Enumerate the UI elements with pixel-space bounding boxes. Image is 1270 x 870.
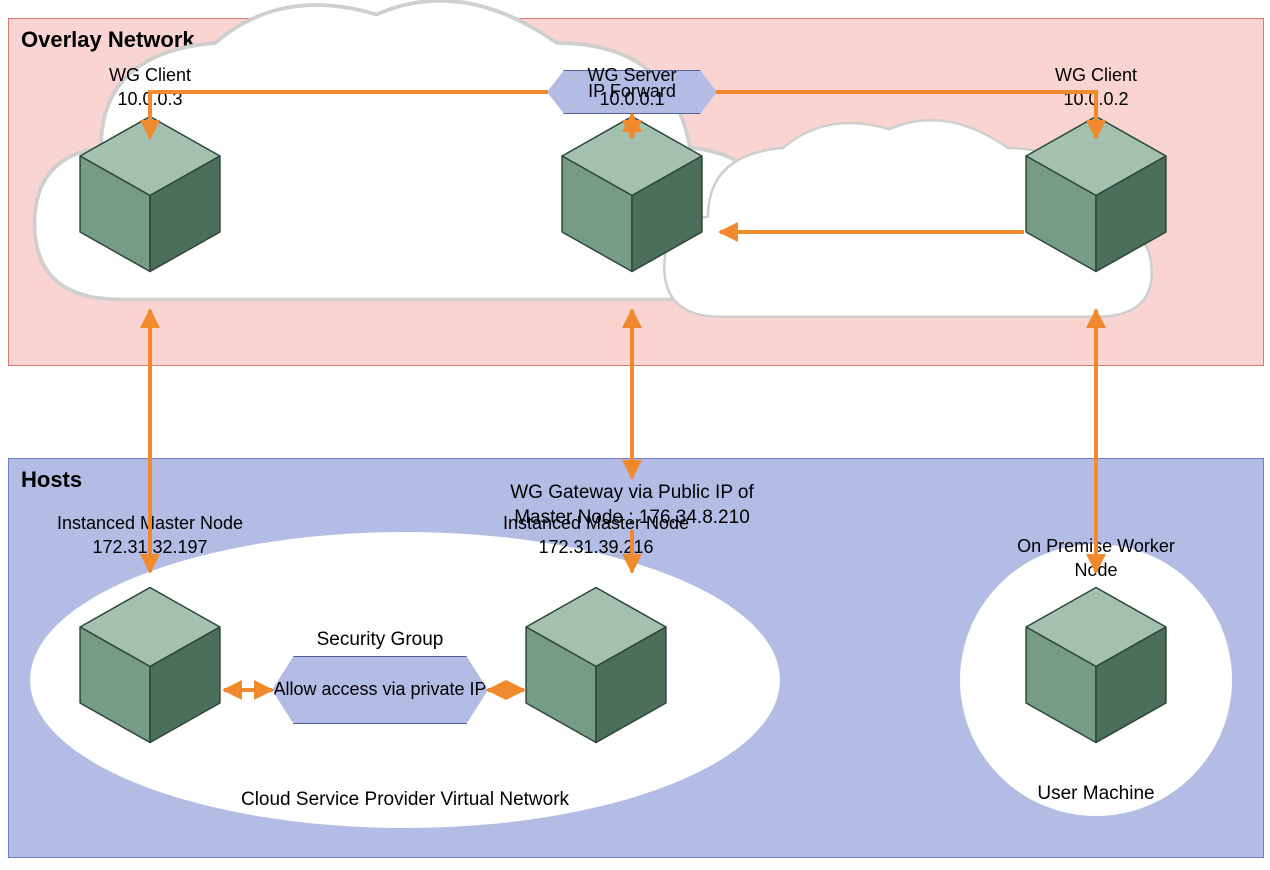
- security-group-label: Allow access via private IP: [273, 679, 486, 701]
- hosts-region: Hosts: [8, 458, 1264, 858]
- security-group-badge: Allow access via private IP: [272, 656, 488, 724]
- ip-forward-badge: IP Forward: [547, 70, 717, 114]
- hosts-label: Hosts: [21, 467, 82, 493]
- overlay-network-label: Overlay Network: [21, 27, 195, 53]
- ip-forward-label: IP Forward: [588, 81, 676, 103]
